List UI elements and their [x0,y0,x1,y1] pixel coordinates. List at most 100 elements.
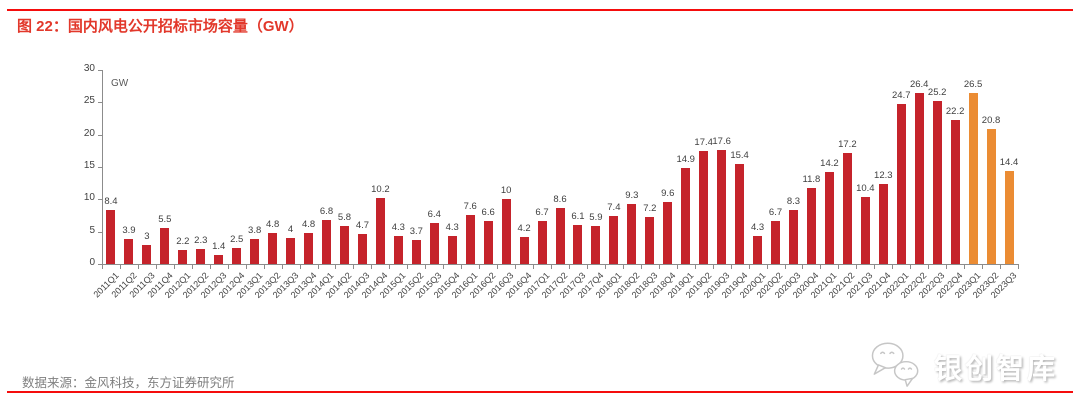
x-tick-mark [281,265,283,269]
bar [663,201,673,264]
bar-value-label: 7.2 [643,203,657,215]
bar-value-label: 5.5 [158,214,172,226]
bar [178,249,188,264]
x-tick-mark [1018,265,1019,269]
bar [914,93,924,264]
bar [160,228,170,264]
top-divider-rule [7,9,1073,11]
x-tick-mark [676,265,678,269]
bar [322,220,331,264]
y-axis-unit-label: GW [111,78,129,89]
x-tick-mark [874,265,876,269]
x-tick-mark [640,265,642,269]
x-tick-mark [946,265,948,269]
y-tick-label: 0 [89,257,95,268]
bar-value-label: 3.9 [122,224,136,236]
bar-value-label: 4.3 [445,222,459,234]
y-tick-label: 30 [83,63,95,74]
x-tick-mark [568,265,570,269]
x-tick-mark [748,265,750,269]
y-tick-mark [98,199,102,201]
x-tick-mark [766,265,768,269]
wechat-icon [868,340,924,393]
bar-value-label: 4 [287,224,294,236]
x-tick-mark [551,265,553,269]
x-tick-mark [712,265,714,269]
bar [304,232,314,264]
bar [339,226,349,264]
bar [932,101,942,264]
bar [124,238,134,264]
bar-value-label: 7.4 [607,202,621,214]
bottom-divider-rule [7,391,1073,393]
x-tick-mark [299,265,301,269]
x-tick-mark [802,265,804,269]
bar-value-label: 26.5 [963,78,983,90]
y-tick-mark [98,264,102,265]
x-tick-mark [173,265,175,269]
bar [196,249,206,264]
bar [411,240,421,264]
bar-value-label: 2.2 [176,235,190,247]
y-tick-mark [98,167,102,168]
bar [968,92,978,264]
bar [393,236,403,264]
bar [986,129,996,264]
bar-value-label: 15.4 [730,150,749,162]
bar-value-label: 9.3 [625,189,639,201]
bar [483,221,493,264]
bar-value-label: 6.4 [427,208,441,220]
x-tick-mark [317,265,319,269]
bar [286,238,296,264]
bar-value-label: 22.2 [945,106,965,118]
x-tick-mark [461,265,463,269]
x-tick-mark [622,265,624,269]
bar [232,247,242,264]
x-tick-mark [1000,265,1002,269]
bar-value-label: 12.3 [874,170,893,182]
bar [214,254,224,264]
x-tick-mark [389,265,391,269]
bar-value-label: 5.9 [589,211,603,223]
bar [429,222,439,264]
bar [878,184,888,264]
bar [250,239,260,264]
x-tick-mark [263,265,265,269]
y-axis-line [102,70,103,264]
bar [268,232,278,264]
bar-value-label: 4.3 [750,222,765,234]
bar-value-label: 17.2 [838,138,857,150]
bar-value-label: 4.2 [517,222,531,234]
bar-value-label: 24.7 [892,90,911,102]
y-tick-label: 5 [89,224,95,236]
x-tick-mark [820,265,822,269]
bar-value-label: 1.4 [212,240,226,252]
x-tick-mark [892,265,894,269]
bar-value-label: 5.8 [337,212,352,224]
bar [555,208,565,264]
x-tick-mark [227,265,229,269]
watermark-text: 银创智库 [933,352,1058,384]
bar-value-label: 20.8 [981,115,1001,127]
x-tick-mark [155,265,157,269]
y-tick-mark [98,70,102,71]
bar-value-label: 3.7 [409,226,423,238]
wind-bidding-bar-chart: 0 5 10 15 20 25 30 GW 8.4 2011Q1 3.9 2011Q2 3 2011Q3 5… [83,63,1019,300]
bar [735,164,745,264]
bar [806,187,816,264]
y-tick-label: 25 [83,95,95,107]
bar [501,199,511,264]
x-tick-mark [658,265,660,269]
bar [573,224,583,264]
bar-value-label: 8.3 [786,196,801,208]
bar-value-label: 3 [144,230,150,242]
x-tick-mark [335,265,337,269]
bar [896,104,906,264]
bar-value-label: 14.9 [676,153,695,165]
x-tick-mark [407,265,409,269]
bar-value-label: 10.4 [856,182,875,194]
bar-value-label: 4.7 [355,219,370,231]
y-tick-mark [98,231,102,233]
figure-title: 图 22：国内风电公开招标市场容量（GW） [17,18,304,35]
